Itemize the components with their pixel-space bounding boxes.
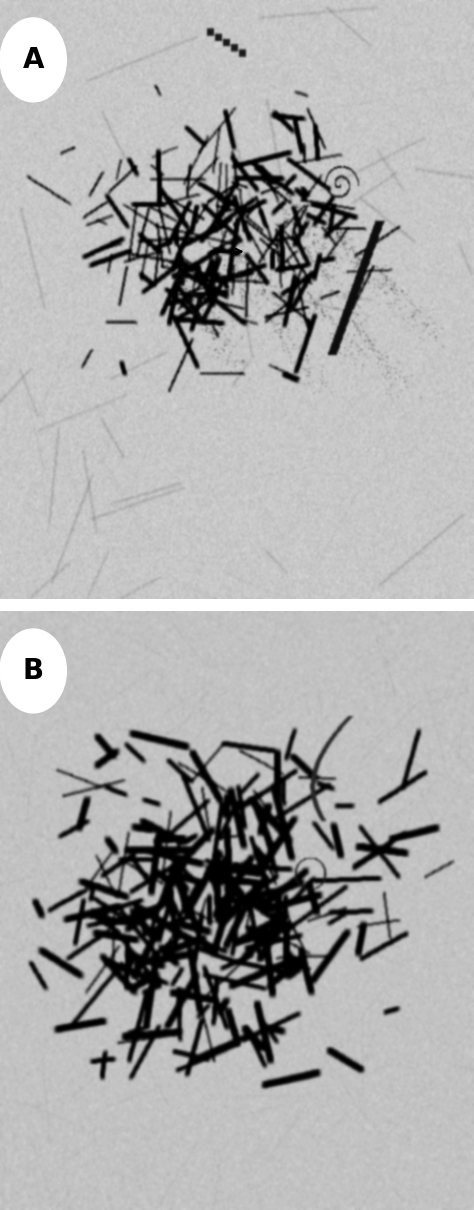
- Text: A: A: [22, 46, 44, 74]
- Circle shape: [0, 629, 66, 713]
- Text: B: B: [23, 657, 44, 685]
- Circle shape: [0, 18, 66, 102]
